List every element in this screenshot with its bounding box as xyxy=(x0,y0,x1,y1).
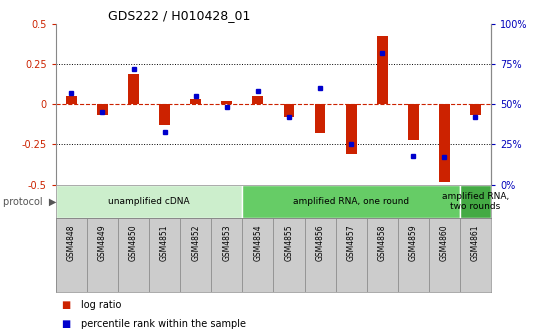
Text: GSM4854: GSM4854 xyxy=(253,224,262,261)
Bar xyxy=(460,185,491,218)
Text: ■: ■ xyxy=(61,300,71,309)
Bar xyxy=(87,218,118,292)
Text: GSM4857: GSM4857 xyxy=(347,224,355,261)
Text: protocol  ▶: protocol ▶ xyxy=(3,197,56,207)
Bar xyxy=(346,104,357,154)
Bar xyxy=(180,218,211,292)
Text: GSM4853: GSM4853 xyxy=(222,224,231,261)
Text: GSM4851: GSM4851 xyxy=(160,224,169,261)
Bar xyxy=(66,96,77,104)
Text: GSM4856: GSM4856 xyxy=(316,224,325,261)
Bar xyxy=(439,104,450,181)
Text: amplified RNA, one round: amplified RNA, one round xyxy=(293,197,409,206)
Bar xyxy=(283,104,295,117)
Bar xyxy=(211,218,242,292)
Bar xyxy=(242,218,273,292)
Bar xyxy=(56,218,87,292)
Bar xyxy=(190,99,201,104)
Text: unamplified cDNA: unamplified cDNA xyxy=(108,197,190,206)
Text: GSM4849: GSM4849 xyxy=(98,224,107,261)
Text: GSM4855: GSM4855 xyxy=(285,224,294,261)
Bar xyxy=(222,101,232,104)
Bar xyxy=(118,218,149,292)
Bar xyxy=(335,218,367,292)
Bar xyxy=(408,104,418,140)
Bar xyxy=(252,96,263,104)
Bar xyxy=(470,104,481,116)
Text: GDS222 / H010428_01: GDS222 / H010428_01 xyxy=(108,9,251,23)
Text: GSM4860: GSM4860 xyxy=(440,224,449,261)
Bar xyxy=(429,218,460,292)
Text: GSM4848: GSM4848 xyxy=(67,224,76,261)
Text: percentile rank within the sample: percentile rank within the sample xyxy=(81,319,246,329)
Bar xyxy=(367,218,398,292)
Bar xyxy=(159,104,170,125)
Text: GSM4858: GSM4858 xyxy=(378,224,387,261)
Text: GSM4850: GSM4850 xyxy=(129,224,138,261)
Text: GSM4859: GSM4859 xyxy=(409,224,418,261)
Bar xyxy=(398,218,429,292)
Bar xyxy=(56,185,242,218)
Text: ■: ■ xyxy=(61,319,71,329)
Bar xyxy=(305,218,335,292)
Bar xyxy=(97,104,108,116)
Text: GSM4861: GSM4861 xyxy=(471,224,480,261)
Bar xyxy=(377,36,388,104)
Bar xyxy=(460,218,491,292)
Bar xyxy=(273,218,305,292)
Bar xyxy=(315,104,325,133)
Bar xyxy=(242,185,460,218)
Text: log ratio: log ratio xyxy=(81,300,121,309)
Bar xyxy=(149,218,180,292)
Text: GSM4852: GSM4852 xyxy=(191,224,200,261)
Bar xyxy=(128,74,139,104)
Text: amplified RNA,
two rounds: amplified RNA, two rounds xyxy=(442,192,509,211)
